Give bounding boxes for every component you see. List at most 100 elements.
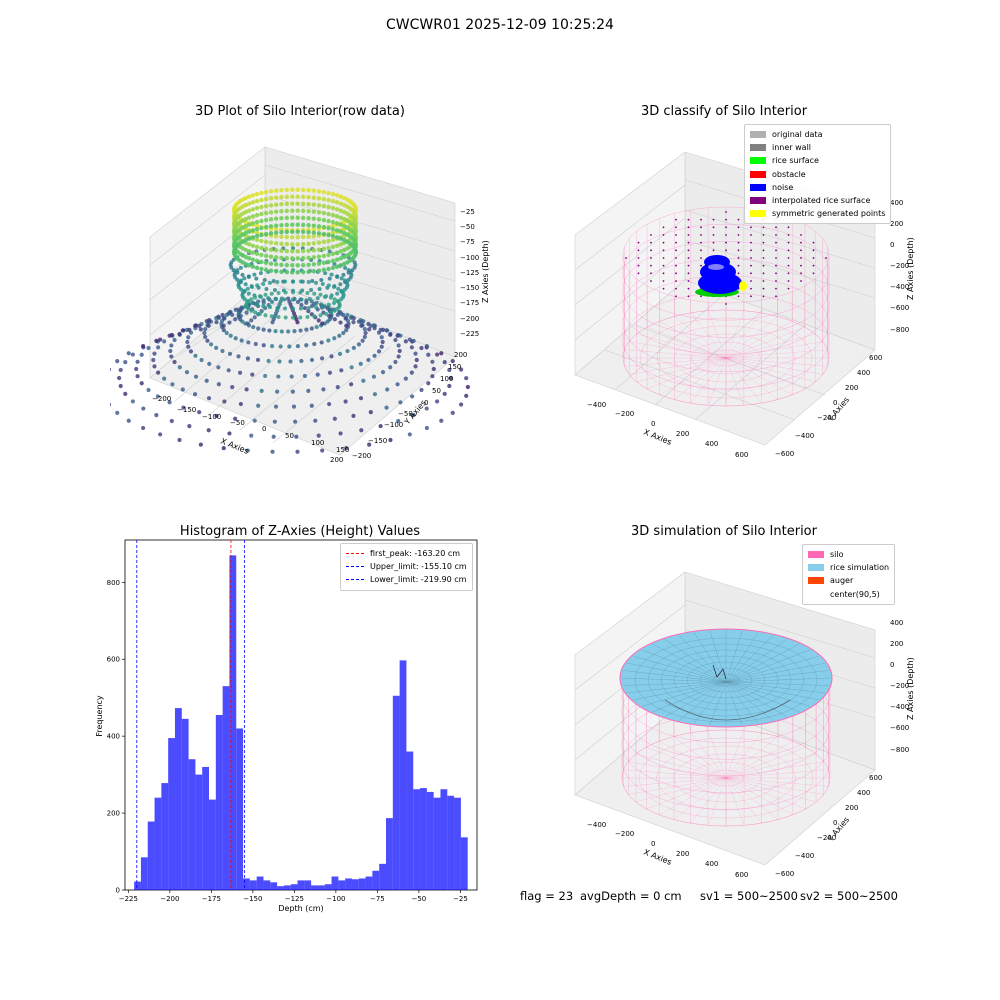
raw-point	[306, 234, 311, 239]
raw-point	[321, 387, 326, 392]
raw-point	[169, 343, 174, 348]
raw-point	[271, 278, 276, 283]
raw-point	[367, 442, 372, 447]
raw-point	[243, 282, 248, 287]
histogram-ytick-label: 200	[107, 810, 120, 818]
raw-point	[268, 217, 274, 222]
raw-point	[279, 234, 284, 239]
raw-point	[334, 257, 340, 262]
raw-point	[290, 208, 295, 213]
interpolated-point	[662, 287, 665, 290]
raw-point	[362, 327, 367, 332]
raw-point	[311, 248, 317, 253]
raw-xtick: −100	[202, 413, 221, 421]
raw-point	[118, 367, 123, 373]
raw-point	[249, 318, 254, 323]
raw-point	[134, 366, 139, 372]
interpolated-point	[787, 264, 790, 267]
raw-point	[339, 368, 344, 373]
raw-point	[397, 348, 402, 354]
histogram-bar	[229, 555, 237, 890]
raw-point	[229, 260, 234, 265]
legend-item: obstacle	[750, 168, 885, 181]
simulation-zlabel: Z Axies (Depth)	[906, 657, 915, 720]
raw-point	[118, 383, 123, 389]
raw-point	[332, 308, 337, 313]
interpolated-point	[675, 257, 677, 259]
legend-label: inner wall	[772, 143, 812, 153]
raw-point	[261, 281, 266, 286]
raw-point	[305, 291, 310, 296]
raw-point	[321, 189, 327, 195]
raw-point	[214, 413, 219, 418]
raw-point	[435, 352, 440, 357]
raw-point	[318, 313, 323, 318]
raw-point	[360, 338, 365, 343]
interpolated-point	[725, 241, 727, 244]
raw-point	[316, 217, 322, 222]
legend-item: Lower_limit: -219.90 cm	[346, 573, 467, 586]
interpolated-point	[775, 272, 777, 275]
interpolated-point	[800, 241, 802, 244]
raw-point	[295, 194, 300, 199]
raw-point	[344, 327, 349, 333]
legend-label: auger	[830, 576, 854, 586]
raw-point	[283, 306, 288, 311]
simulation-xtick: 600	[735, 871, 748, 879]
raw-point	[334, 228, 340, 233]
interpolated-point	[712, 218, 715, 221]
raw-point	[154, 413, 159, 418]
simulation-ytick: 600	[869, 774, 882, 782]
raw-point	[342, 247, 347, 253]
classify-ztick: 400	[890, 199, 903, 207]
raw-point	[298, 315, 303, 320]
raw-point	[259, 388, 264, 393]
raw-point	[306, 269, 311, 274]
raw-point	[197, 410, 202, 415]
raw-point	[372, 323, 378, 328]
raw-point	[316, 196, 322, 201]
raw-point	[295, 270, 300, 275]
raw-point	[316, 240, 322, 245]
histogram-bar	[236, 728, 244, 890]
raw-point	[292, 329, 297, 334]
histogram-bar	[351, 879, 359, 890]
histogram-bar	[283, 885, 291, 890]
raw-point	[372, 353, 377, 358]
interpolated-point	[637, 249, 640, 252]
raw-point	[353, 247, 358, 253]
raw-point	[316, 203, 322, 208]
raw-point	[330, 212, 336, 218]
raw-point	[261, 300, 266, 305]
raw-point	[204, 378, 209, 383]
legend-item: center(90,5)	[808, 588, 889, 601]
raw-point	[290, 229, 295, 234]
raw-point	[411, 338, 416, 343]
legend-item: auger	[808, 574, 889, 587]
raw-point	[261, 343, 266, 348]
raw-point	[110, 367, 111, 372]
interpolated-point	[687, 280, 690, 282]
interpolated-point	[775, 234, 777, 236]
legend-item: interpolated rice surface	[750, 194, 885, 207]
raw-point	[268, 210, 274, 215]
raw-point	[246, 208, 252, 213]
raw-point	[324, 294, 329, 299]
classify-xtick: 200	[676, 430, 689, 438]
raw-point	[328, 295, 333, 300]
raw-point	[240, 272, 245, 277]
raw-point	[450, 410, 455, 415]
raw-point	[243, 209, 248, 215]
interpolated-point	[750, 264, 752, 267]
raw-point	[330, 223, 336, 229]
raw-point	[419, 387, 424, 393]
interpolated-point	[737, 295, 740, 298]
raw-ytick: −100	[384, 421, 403, 429]
raw-point	[345, 348, 350, 354]
raw-point	[330, 258, 336, 264]
raw-point	[295, 256, 300, 261]
raw-point	[314, 280, 319, 285]
raw-point	[395, 382, 400, 387]
raw-point	[321, 267, 327, 273]
raw-point	[193, 353, 198, 358]
